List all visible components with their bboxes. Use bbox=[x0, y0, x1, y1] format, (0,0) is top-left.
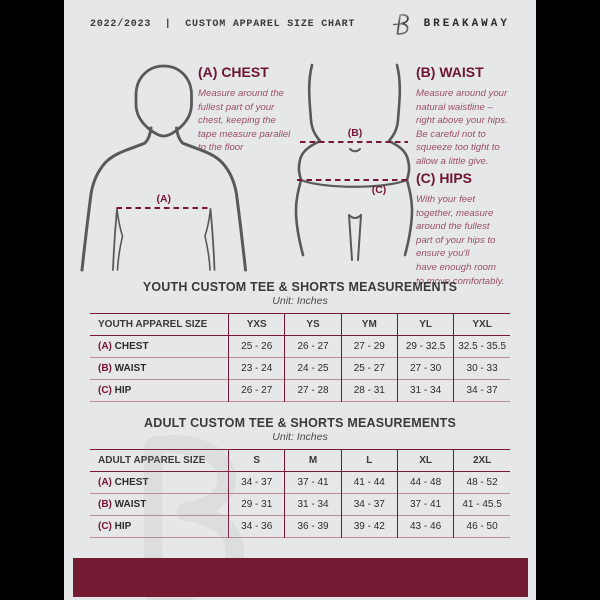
svg-text:(C): (C) bbox=[372, 184, 387, 196]
svg-text:(B): (B) bbox=[348, 127, 363, 139]
svg-text:(A): (A) bbox=[156, 193, 171, 205]
